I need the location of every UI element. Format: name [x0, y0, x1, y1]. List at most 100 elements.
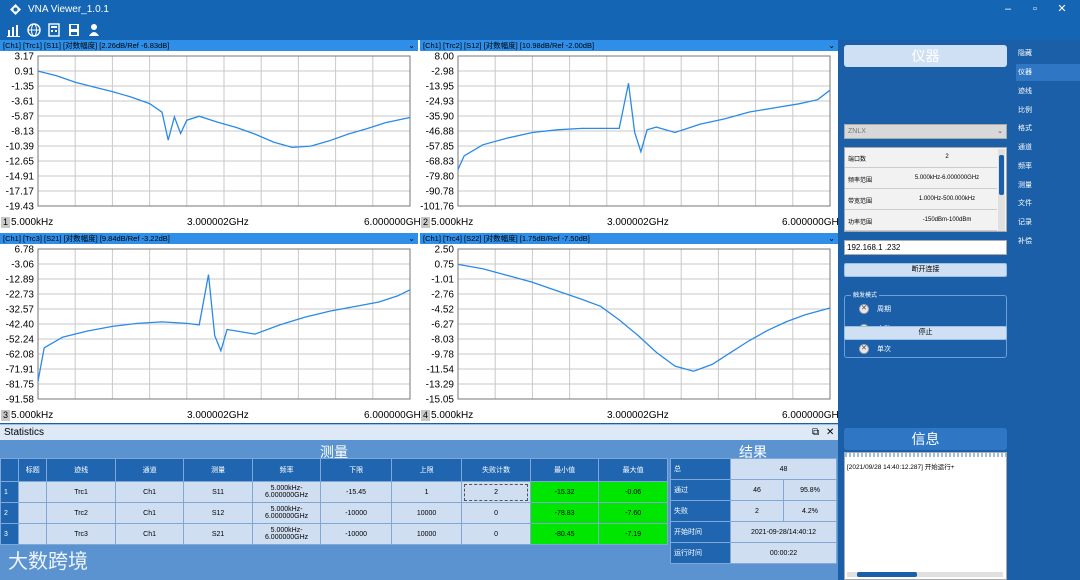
scrollbar-thumb[interactable]	[857, 572, 917, 577]
channel-number[interactable]: 1	[1, 217, 10, 228]
scrollbar-thumb[interactable]	[999, 155, 1004, 195]
column-header[interactable]: 频率	[251, 458, 322, 482]
table-cell[interactable]: -15.45	[320, 481, 392, 503]
column-header[interactable]: 标题	[18, 458, 48, 482]
bar-chart-icon[interactable]	[6, 22, 22, 38]
table-cell[interactable]: Ch1	[114, 502, 185, 524]
title-bar: VNA Viewer_1.0.1 – ▫ ✕	[0, 0, 1080, 19]
column-header[interactable]: 失败计数	[461, 458, 531, 482]
calculator-icon[interactable]	[46, 22, 62, 38]
chevron-down-icon[interactable]: ⌄	[408, 41, 415, 50]
table-cell[interactable]	[18, 502, 48, 524]
radio-x-icon[interactable]	[859, 304, 869, 314]
table-cell[interactable]: Trc2	[46, 502, 116, 524]
instrument-select[interactable]: ZNLX ⌄	[844, 124, 1007, 139]
table-cell[interactable]: 2	[461, 481, 531, 503]
nav-item-format[interactable]: 格式	[1018, 125, 1032, 132]
chevron-down-icon[interactable]: ⌄	[828, 234, 835, 243]
table-cell[interactable]: -0.06	[598, 481, 668, 503]
table-cell[interactable]: S21	[183, 523, 253, 545]
disconnect-button[interactable]: 断开连接	[844, 263, 1007, 277]
nav-item-scale[interactable]: 比例	[1018, 107, 1032, 114]
chart-plot[interactable]: 6.78 -3.06 -12.89 -22.73 -32.57 -42.40 -52.24 -…	[0, 244, 418, 423]
table-cell[interactable]: 0	[461, 502, 531, 524]
table-cell[interactable]	[18, 523, 48, 545]
save-icon[interactable]	[66, 22, 82, 38]
table-cell[interactable]: Ch1	[114, 481, 185, 503]
table-cell[interactable]: 5.000kHz-6.000000GHz	[251, 523, 322, 545]
table-cell[interactable]: -10000	[320, 502, 392, 524]
table-row[interactable]: 1 Trc1 Ch1 S11 5.000kHz-6.000000GHz -15.…	[0, 481, 668, 503]
column-header[interactable]: 上限	[390, 458, 463, 482]
trace-header[interactable]: [Ch1] [Trc1] [S11] [对数幅度] [2.26dB/Ref -6…	[0, 40, 418, 51]
nav-item-trace[interactable]: 迹线	[1018, 88, 1032, 95]
log-stripe	[845, 453, 1006, 457]
table-cell[interactable]: 0	[461, 523, 531, 545]
nav-item-record[interactable]: 记录	[1018, 219, 1032, 226]
table-cell[interactable]: -80.45	[529, 523, 600, 545]
table-cell[interactable]: 10000	[390, 502, 463, 524]
column-header[interactable]: 最大值	[598, 458, 668, 482]
close-icon[interactable]: ✕	[1057, 3, 1067, 15]
chevron-down-icon[interactable]: ⌄	[828, 41, 835, 50]
chart-panel-4[interactable]: [Ch1] [Trc4] [S22] [对数幅度] [1.75dB/Ref -7…	[420, 233, 844, 423]
restore-icon[interactable]: ⧉	[812, 427, 820, 438]
nav-item-instrument[interactable]: 仪器	[1016, 64, 1080, 81]
trace-header[interactable]: [Ch1] [Trc3] [S21] [对数幅度] [9.84dB/Ref -3…	[0, 233, 418, 244]
column-header[interactable]: 迹线	[46, 458, 116, 482]
table-cell[interactable]: 10000	[390, 523, 463, 545]
table-cell[interactable]: -10000	[320, 523, 392, 545]
globe-icon[interactable]	[26, 22, 42, 38]
table-cell[interactable]: 5.000kHz-6.000000GHz	[251, 481, 322, 503]
minimize-icon[interactable]: –	[1004, 3, 1012, 15]
ip-address-field[interactable]: 192.168.1 .232	[844, 240, 1007, 255]
table-cell[interactable]: -78.83	[529, 502, 600, 524]
table-cell[interactable]	[18, 481, 48, 503]
chevron-down-icon[interactable]: ⌄	[997, 128, 1003, 135]
radio-periodic[interactable]: 周期	[859, 303, 959, 315]
close-icon[interactable]: ✕	[826, 427, 835, 438]
chart-panel-2[interactable]: [Ch1] [Trc2] [S12] [对数幅度] [10.98dB/Ref -…	[420, 40, 844, 230]
table-cell[interactable]: -7.19	[598, 523, 668, 545]
nav-item-file[interactable]: 文件	[1018, 200, 1032, 207]
horizontal-scrollbar[interactable]	[847, 572, 1003, 577]
nav-item-frequency[interactable]: 频率	[1018, 163, 1032, 170]
column-header[interactable]: 下限	[320, 458, 392, 482]
table-cell[interactable]: Ch1	[114, 523, 185, 545]
table-cell[interactable]: Trc1	[46, 481, 116, 503]
table-cell[interactable]: 1	[390, 481, 463, 503]
restore-icon[interactable]: ▫	[1033, 3, 1037, 15]
nav-item-channel[interactable]: 通道	[1018, 144, 1032, 151]
table-row[interactable]: 2 Trc2 Ch1 S12 5.000kHz-6.000000GHz -100…	[0, 502, 668, 524]
channel-number[interactable]: 4	[421, 410, 430, 421]
channel-number[interactable]: 2	[421, 217, 430, 228]
chart-panel-3[interactable]: [Ch1] [Trc3] [S21] [对数幅度] [9.84dB/Ref -3…	[0, 233, 426, 423]
table-cell[interactable]: -15.32	[529, 481, 600, 503]
trace-header[interactable]: [Ch1] [Trc2] [S12] [对数幅度] [10.98dB/Ref -…	[420, 40, 838, 51]
chart-plot[interactable]: 8.00 -2.98 -13.95 -24.93 -35.90 -46.88 -57.85 -…	[420, 51, 838, 230]
scrollbar[interactable]	[998, 149, 1005, 231]
column-header[interactable]: 最小值	[529, 458, 600, 482]
table-cell[interactable]: Trc3	[46, 523, 116, 545]
user-icon[interactable]	[86, 22, 102, 38]
radio-single[interactable]: 单次	[859, 343, 959, 355]
table-cell[interactable]: -7.60	[598, 502, 668, 524]
nav-item-measure[interactable]: 测量	[1018, 182, 1032, 189]
chevron-down-icon[interactable]: ⌄	[408, 234, 415, 243]
chart-plot[interactable]: 3.17 0.91 -1.35 -3.61 -5.87 -8.13 -10.39 -12.65…	[0, 51, 418, 230]
trace-header[interactable]: [Ch1] [Trc4] [S22] [对数幅度] [1.75dB/Ref -7…	[420, 233, 838, 244]
chart-panel-1[interactable]: [Ch1] [Trc1] [S11] [对数幅度] [2.26dB/Ref -6…	[0, 40, 426, 230]
table-cell[interactable]: 5.000kHz-6.000000GHz	[251, 502, 322, 524]
table-cell[interactable]: S11	[183, 481, 253, 503]
column-header[interactable]: 测量	[183, 458, 253, 482]
channel-number[interactable]: 3	[1, 410, 10, 421]
log-box[interactable]: [2021/09/28 14:40:12.287] 开始运行+	[844, 452, 1007, 580]
chart-plot[interactable]: 2.50 0.75 -1.01 -2.76 -4.52 -6.27 -8.03 -9.78 -1…	[420, 244, 838, 423]
stop-button[interactable]: 停止	[844, 326, 1007, 340]
column-header[interactable]: 通道	[114, 458, 185, 482]
table-row[interactable]: 3 Trc3 Ch1 S21 5.000kHz-6.000000GHz -100…	[0, 523, 668, 545]
table-cell[interactable]: S12	[183, 502, 253, 524]
nav-item-calibration[interactable]: 补偿	[1018, 238, 1032, 245]
nav-item-hide[interactable]: 隐藏	[1018, 50, 1032, 57]
radio-x-icon[interactable]	[859, 344, 869, 354]
